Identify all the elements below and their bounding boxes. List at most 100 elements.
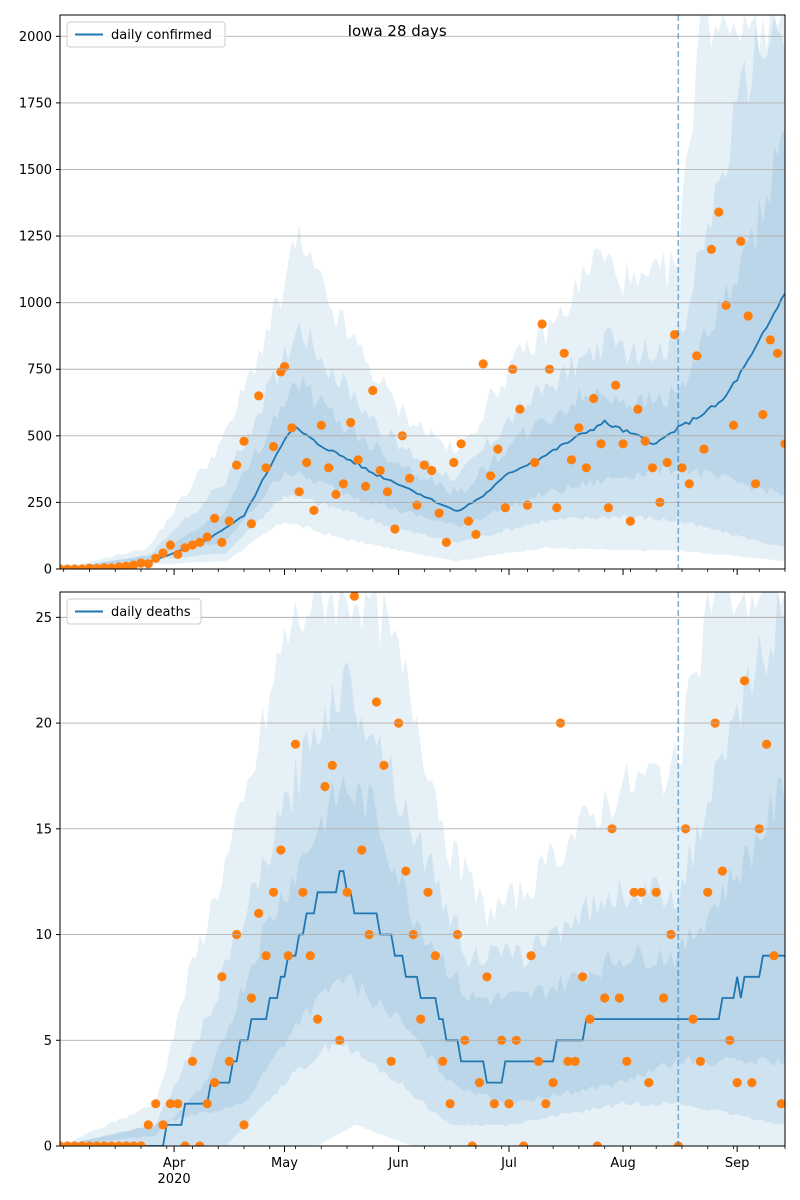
data-point [84, 563, 94, 569]
y-tick-label: 0 [44, 563, 52, 578]
data-point [644, 1078, 654, 1088]
data-point [463, 516, 474, 526]
data-point [180, 1141, 190, 1146]
data-point [70, 1141, 80, 1146]
data-point [121, 561, 131, 569]
data-point [136, 558, 146, 568]
data-point [386, 1056, 396, 1066]
data-point [305, 951, 315, 961]
data-point [390, 524, 400, 534]
data-point [313, 1014, 323, 1024]
data-point [695, 1056, 706, 1066]
axes-frame [59, 14, 786, 570]
chart-title: Iowa 28 days [348, 22, 447, 40]
y-tick-label: 1500 [19, 163, 52, 178]
data-point [489, 1099, 499, 1109]
data-point [151, 553, 161, 563]
data-point [438, 1056, 448, 1066]
data-point [486, 471, 496, 481]
y-tick-label: 750 [27, 363, 52, 378]
data-point [349, 592, 359, 601]
data-point [62, 1141, 72, 1146]
y-tick-label: 1750 [19, 96, 52, 111]
data-point [717, 866, 728, 876]
uncertainty-band-middle [60, 15, 785, 569]
y-tick-label: 0 [44, 1140, 52, 1155]
data-point [600, 993, 610, 1003]
data-point [699, 444, 709, 454]
data-point [500, 503, 510, 513]
legend: daily deaths [66, 598, 202, 625]
data-point [578, 972, 588, 982]
data-point [714, 207, 724, 217]
y-tick-label: 20 [35, 717, 52, 732]
data-point [618, 439, 628, 449]
data-point [423, 887, 433, 897]
data-point [77, 1141, 87, 1146]
data-point [570, 1056, 580, 1066]
data-point [640, 436, 650, 446]
data-point [202, 1099, 212, 1109]
x-tick-label: Jul [500, 1156, 517, 1171]
data-point [84, 1141, 94, 1146]
data-point [732, 1078, 742, 1088]
data-point [224, 1056, 234, 1066]
panel-daily-confirmed: 0 250 500 750 1000 1250 1500 1750 2000 daily conf… [19, 14, 786, 578]
data-point [165, 540, 175, 550]
data-point [728, 420, 739, 430]
data-point [254, 391, 264, 401]
data-point [290, 739, 301, 749]
data-point [309, 505, 319, 515]
data-point [99, 1141, 109, 1146]
data-point [316, 420, 326, 430]
data-point [136, 1141, 146, 1146]
data-point [412, 500, 422, 510]
data-point [180, 543, 190, 553]
data-point [445, 1099, 455, 1109]
data-point [692, 351, 702, 361]
data-point [625, 516, 636, 526]
data-point [239, 436, 249, 446]
data-point [614, 993, 625, 1003]
data-point [482, 972, 492, 982]
data-point [541, 1099, 551, 1109]
data-point [762, 739, 772, 749]
data-point [158, 548, 168, 558]
uncertainty-band-inner [60, 775, 785, 1146]
data-point [254, 908, 264, 919]
plot-area [60, 15, 785, 569]
legend-box [66, 21, 226, 48]
data-point [239, 1120, 249, 1130]
plot-area [60, 592, 785, 1146]
data-point [552, 503, 562, 513]
data-point [585, 1014, 595, 1024]
data-point [592, 1141, 602, 1146]
y-tick-label: 2000 [19, 30, 52, 45]
data-point [324, 463, 334, 473]
data-point [294, 487, 304, 497]
data-point [703, 887, 713, 897]
data-point [357, 845, 367, 855]
data-point [581, 463, 591, 473]
data-point [302, 457, 312, 468]
data-point [268, 887, 279, 897]
data-point [187, 1056, 198, 1066]
data-point [70, 564, 80, 569]
data-point [368, 385, 378, 396]
data-point [114, 1141, 124, 1146]
data-point [106, 563, 117, 569]
data-point [467, 1141, 477, 1146]
data-point [434, 508, 444, 518]
data-point [342, 887, 352, 897]
data-point [151, 1099, 161, 1109]
data-point [382, 487, 393, 497]
data-point [721, 300, 731, 310]
data-point [456, 439, 466, 449]
data-point [739, 676, 750, 686]
data-point [143, 559, 153, 569]
data-point [129, 560, 139, 569]
data-point [195, 537, 205, 548]
data-point [165, 1099, 175, 1109]
data-point [77, 564, 87, 569]
data-point [449, 457, 459, 468]
